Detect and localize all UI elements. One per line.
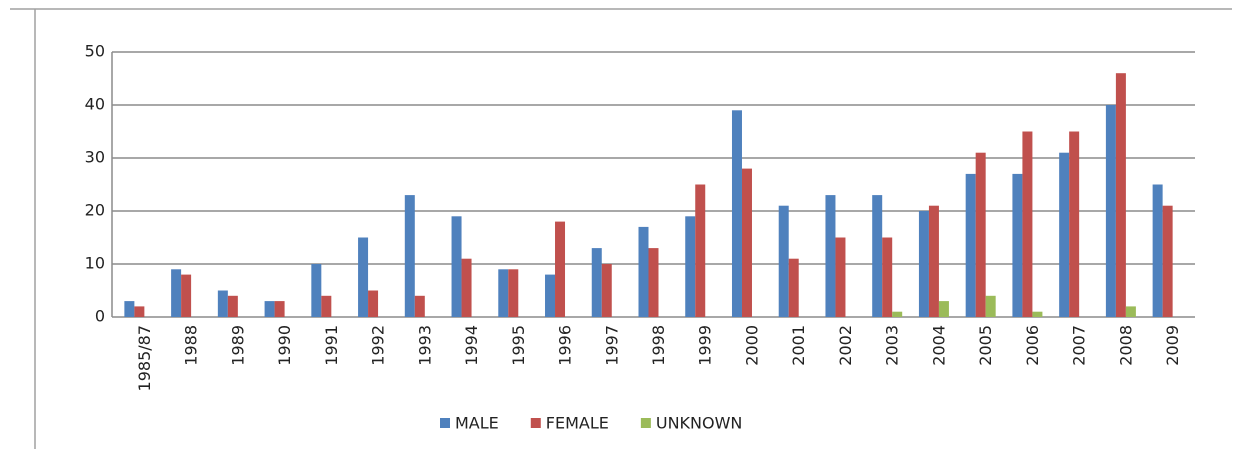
x-tick-label: 1999: [696, 325, 715, 366]
y-tick-label: 40: [85, 95, 105, 114]
chart-frame: [10, 8, 1232, 449]
y-tick-label: 30: [85, 148, 105, 167]
legend-label: MALE: [455, 414, 499, 433]
bar: [274, 301, 285, 317]
x-tick-label: 1990: [275, 325, 294, 366]
bar: [638, 226, 649, 317]
legend-swatch: [530, 418, 541, 428]
bar: [171, 269, 182, 317]
x-tick-label: 2006: [1023, 325, 1042, 366]
bar: [985, 295, 996, 317]
legend-swatch: [640, 418, 651, 428]
x-tick-label: 2000: [742, 325, 761, 366]
x-tick-label: 2003: [883, 325, 902, 366]
bar: [825, 195, 836, 317]
bar: [928, 205, 939, 317]
x-tick-label: 1989: [228, 325, 247, 366]
bar: [451, 216, 462, 317]
legend-swatch: [440, 418, 450, 428]
bar: [124, 301, 135, 317]
bar: [1022, 131, 1033, 317]
bar: [368, 290, 379, 317]
legend-label: UNKNOWN: [656, 414, 743, 433]
bar: [778, 205, 789, 317]
bar: [1105, 105, 1116, 317]
y-tick-label: 20: [85, 201, 105, 220]
legend-label: FEMALE: [546, 414, 609, 433]
bar: [358, 237, 369, 317]
x-tick-label: 2009: [1163, 325, 1182, 366]
bar: [1115, 73, 1126, 317]
bar: [264, 301, 275, 317]
bar: [1125, 306, 1136, 317]
bar: [591, 248, 602, 317]
x-tick-label: 2008: [1116, 325, 1135, 366]
bar: [648, 248, 659, 317]
bar: [545, 274, 556, 317]
x-tick-label: 1985/87: [135, 325, 154, 391]
bar: [975, 152, 986, 317]
bar: [414, 295, 425, 317]
bar: [741, 168, 752, 317]
x-tick-label: 2002: [836, 325, 855, 366]
bar: [788, 258, 799, 317]
bar: [918, 211, 929, 317]
bar: [882, 237, 893, 317]
bar: [498, 269, 509, 317]
bar: [965, 173, 976, 317]
bar: [181, 274, 192, 317]
bar: [1069, 131, 1080, 317]
x-tick-label: 1998: [649, 325, 668, 366]
bar: [872, 195, 883, 317]
bar: [321, 295, 332, 317]
bar: [1012, 173, 1023, 317]
x-tick-label: 2001: [789, 325, 808, 366]
x-tick-label: 1991: [322, 325, 341, 366]
x-tick-label: 1995: [509, 325, 528, 366]
bar: [555, 221, 566, 317]
bar: [731, 110, 742, 317]
x-tick-label: 1988: [182, 325, 201, 366]
x-tick-label: 1996: [556, 325, 575, 366]
y-tick-label: 50: [85, 42, 105, 61]
bar: [601, 264, 612, 317]
bar: [938, 301, 949, 317]
bar: [311, 264, 322, 317]
bar: [695, 184, 706, 317]
bar: [835, 237, 846, 317]
x-tick-label: 1993: [415, 325, 434, 366]
bar: [227, 295, 238, 317]
bar: [404, 195, 415, 317]
bar: [508, 269, 519, 317]
bar: [217, 290, 228, 317]
bar: [685, 216, 696, 317]
bar: [461, 258, 472, 317]
y-tick-label: 10: [85, 254, 105, 273]
bar: [1059, 152, 1070, 317]
bar: [134, 306, 145, 317]
bar: [1162, 205, 1173, 317]
x-tick-label: 2004: [929, 325, 948, 366]
bar: [892, 311, 903, 317]
bar: [1152, 184, 1163, 317]
x-tick-label: 1994: [462, 325, 481, 366]
x-tick-label: 2005: [976, 325, 995, 366]
bar: [1032, 311, 1043, 317]
x-tick-label: 1992: [369, 325, 388, 366]
x-tick-label: 2007: [1070, 325, 1089, 366]
x-tick-label: 1997: [602, 325, 621, 366]
y-tick-label: 0: [95, 307, 105, 326]
